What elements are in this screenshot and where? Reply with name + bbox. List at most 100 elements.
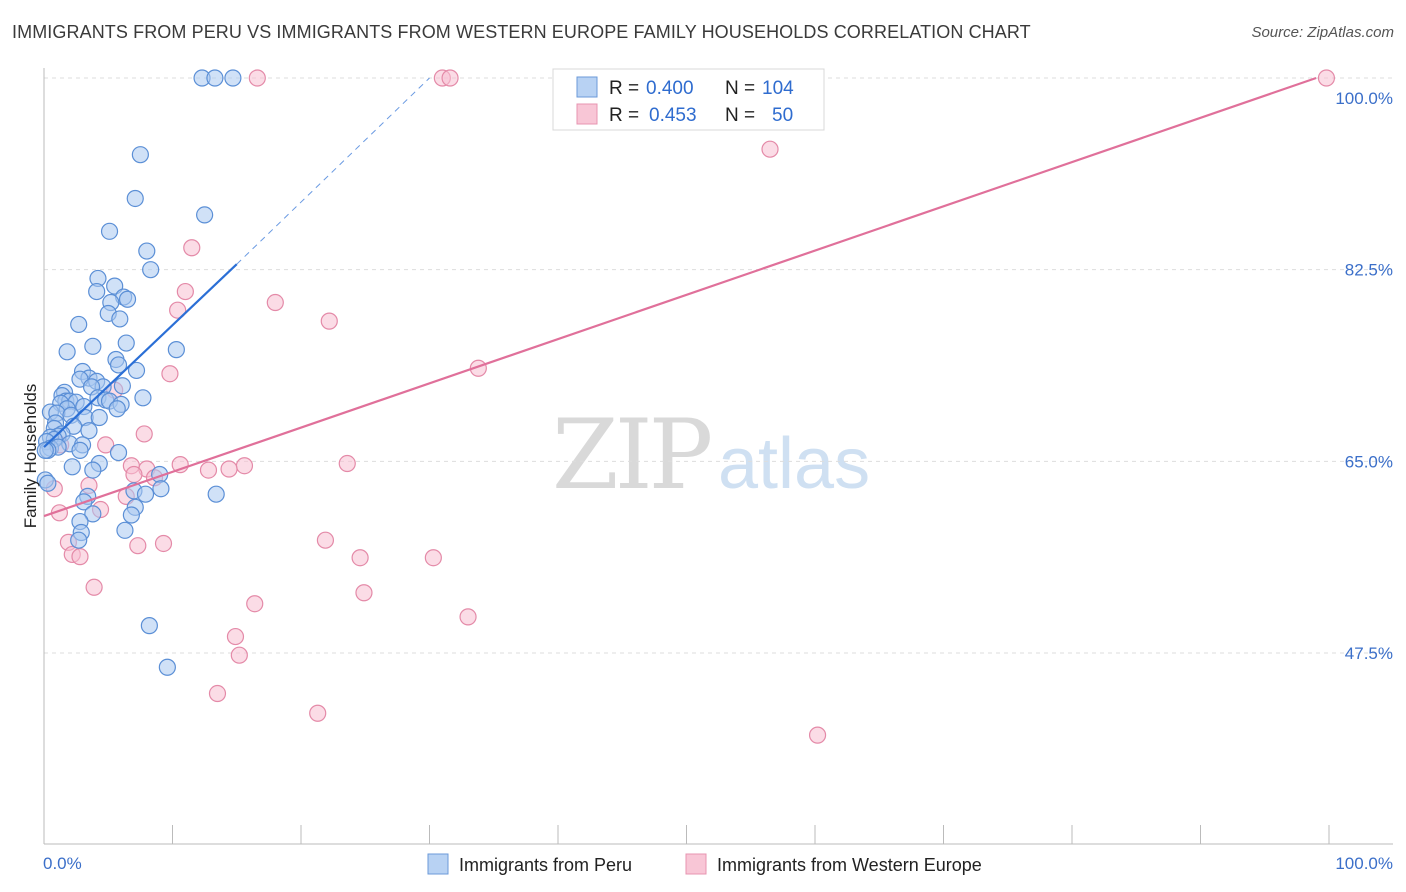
legend-r-value-peru: 0.400 — [646, 78, 694, 99]
point-peru — [158, 658, 176, 676]
point-peru — [138, 242, 156, 260]
trend-lines — [43, 76, 1317, 518]
point-western-europe — [85, 578, 103, 596]
point-western-europe — [183, 239, 201, 257]
point-western-europe — [176, 282, 194, 301]
point-western-europe — [808, 726, 827, 744]
trend-line-peru-extension — [236, 77, 430, 265]
point-peru — [113, 377, 131, 395]
point-peru — [127, 361, 146, 380]
point-western-europe — [246, 595, 264, 613]
point-peru — [131, 146, 149, 164]
y-tick-label: 82.5% — [1345, 261, 1393, 280]
legend-swatch-western-europe — [576, 103, 598, 125]
legend-r-value-western-europe: 0.453 — [649, 105, 697, 126]
point-peru — [36, 441, 54, 459]
point-peru — [126, 189, 144, 208]
x-tick-label-max: 100.0% — [1335, 854, 1393, 873]
bottom-legend-label-peru: Immigrants from Peru — [459, 855, 632, 875]
point-peru — [58, 343, 76, 361]
bottom-legend-swatch-peru — [427, 853, 449, 875]
legend-box — [552, 68, 825, 131]
bottom-legend-label-western-europe: Immigrants from Western Europe — [717, 855, 982, 875]
legend-n-label-peru: N = — [725, 78, 755, 99]
point-western-europe — [424, 549, 442, 567]
legend-n-label-western-europe: N = — [725, 105, 755, 126]
point-western-europe — [129, 537, 147, 555]
y-tick-labels: 47.5% 65.0% 82.5% 100.0% — [1335, 89, 1393, 663]
legend-swatch-peru — [576, 76, 598, 98]
chart-title: IMMIGRANTS FROM PERU VS IMMIGRANTS FROM … — [12, 22, 1031, 42]
point-western-europe — [351, 549, 369, 567]
point-peru — [70, 315, 88, 334]
point-peru — [90, 408, 108, 427]
point-peru — [88, 282, 106, 301]
point-western-europe — [235, 457, 254, 475]
point-peru — [84, 505, 102, 523]
point-western-europe — [248, 69, 266, 87]
legend-n-value-peru: 104 — [762, 78, 794, 99]
point-western-europe — [226, 627, 245, 646]
point-western-europe — [135, 425, 153, 443]
point-western-europe — [316, 531, 335, 549]
point-peru — [109, 443, 128, 462]
point-peru — [167, 341, 185, 359]
point-western-europe — [320, 312, 338, 330]
point-peru — [111, 310, 129, 328]
point-peru — [224, 69, 242, 87]
watermark-zip: ZIP — [552, 399, 711, 511]
point-western-europe — [97, 436, 115, 454]
point-peru — [39, 474, 57, 492]
point-peru — [108, 400, 126, 418]
source-label: Source: ZipAtlas.com — [1251, 24, 1394, 41]
legend-r-label-western-europe: R = — [609, 105, 639, 126]
y-tick-label: 65.0% — [1345, 452, 1393, 471]
point-peru — [140, 617, 158, 635]
point-peru — [84, 337, 102, 355]
y-tick-label: 100.0% — [1335, 89, 1393, 108]
point-western-europe — [161, 365, 179, 383]
x-tick-label-min: 0.0% — [43, 854, 82, 873]
point-western-europe — [154, 534, 173, 553]
bottom-legend-swatch-western-europe — [685, 853, 707, 875]
point-western-europe — [230, 646, 248, 664]
correlation-legend: R = 0.400 N = 104 R = 0.453 N = 50 — [552, 68, 825, 131]
gridlines — [44, 77, 1393, 654]
series-legend: Immigrants from Peru Immigrants from Wes… — [427, 853, 982, 875]
point-western-europe — [169, 301, 187, 319]
point-peru — [109, 356, 128, 374]
point-peru — [71, 441, 89, 459]
point-western-europe — [441, 69, 459, 87]
point-western-europe — [125, 465, 143, 484]
point-western-europe — [220, 460, 238, 478]
point-peru — [80, 422, 98, 440]
legend-r-label-peru: R = — [609, 78, 639, 99]
point-peru — [70, 531, 88, 549]
point-peru — [63, 458, 81, 476]
point-western-europe — [199, 461, 218, 479]
legend-n-value-western-europe: 50 — [772, 105, 793, 126]
point-western-europe — [266, 293, 284, 312]
point-western-europe — [761, 140, 779, 158]
point-western-europe — [459, 608, 477, 626]
point-peru — [134, 389, 152, 407]
point-peru — [136, 485, 155, 503]
watermark-atlas: atlas — [718, 424, 870, 504]
point-peru — [84, 461, 102, 479]
point-peru — [207, 485, 225, 503]
point-peru — [196, 206, 214, 224]
point-western-europe — [71, 548, 89, 566]
point-western-europe — [338, 454, 356, 473]
point-western-europe — [309, 704, 327, 722]
point-peru — [122, 506, 140, 524]
point-western-europe — [208, 684, 227, 703]
point-peru — [100, 222, 119, 240]
trend-line-peru — [43, 263, 238, 448]
point-peru — [116, 521, 134, 539]
point-peru — [152, 480, 170, 498]
point-western-europe — [355, 584, 373, 602]
point-peru — [118, 290, 137, 308]
y-tick-label: 47.5% — [1345, 644, 1393, 663]
series-peru-points — [36, 69, 242, 676]
